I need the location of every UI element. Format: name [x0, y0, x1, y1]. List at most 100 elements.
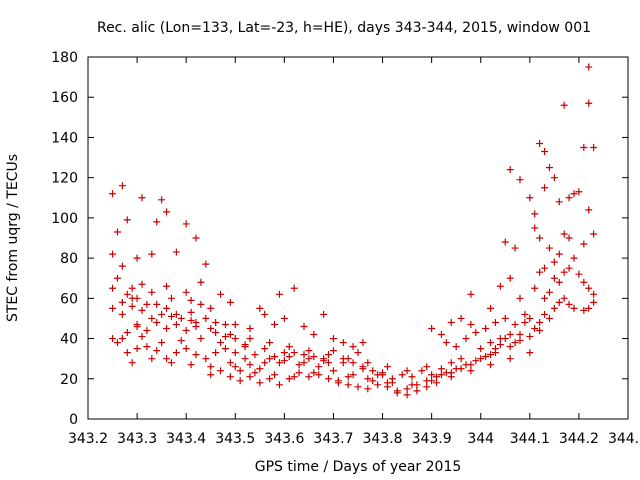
data-point [192, 351, 200, 359]
data-point [511, 320, 519, 328]
data-point [565, 194, 573, 202]
data-point [580, 278, 588, 286]
data-point [482, 353, 490, 361]
data-point [236, 377, 244, 385]
data-point [153, 318, 161, 326]
data-point [138, 333, 146, 341]
data-point [472, 357, 480, 365]
data-point [187, 296, 195, 304]
data-point [526, 333, 534, 341]
data-point [379, 369, 387, 377]
data-point [531, 224, 539, 232]
data-point [212, 329, 220, 337]
data-point [158, 310, 166, 318]
data-point [511, 244, 519, 252]
data-point [153, 347, 161, 355]
x-tick-label: 344.2 [559, 431, 599, 447]
data-point [221, 333, 229, 341]
data-point [271, 353, 279, 361]
data-point [113, 339, 121, 347]
data-point [536, 327, 544, 335]
y-tick-label: 120 [51, 171, 78, 187]
data-point [226, 359, 234, 367]
data-point [133, 345, 141, 353]
data-point [207, 363, 215, 371]
data-point [487, 339, 495, 347]
data-points [109, 63, 598, 399]
data-point [545, 244, 553, 252]
x-tick-label: 343.5 [215, 431, 255, 447]
data-point [143, 327, 151, 335]
data-point [457, 314, 465, 322]
data-point [501, 238, 509, 246]
data-point [403, 385, 411, 393]
data-point [271, 371, 279, 379]
data-point [241, 341, 249, 349]
data-point [300, 359, 308, 367]
data-point [109, 250, 117, 258]
data-point [285, 353, 293, 361]
data-point [506, 343, 514, 351]
data-point [349, 371, 357, 379]
data-point [560, 294, 568, 302]
data-point [531, 210, 539, 218]
data-point [408, 373, 416, 381]
data-point [118, 335, 126, 343]
data-point [433, 373, 441, 381]
data-point [344, 381, 352, 389]
data-point [261, 359, 269, 367]
data-point [472, 329, 480, 337]
data-point [516, 331, 524, 339]
data-point [167, 294, 175, 302]
data-point [256, 304, 264, 312]
data-point [339, 339, 347, 347]
data-point [197, 335, 205, 343]
data-point [290, 349, 298, 357]
data-point [182, 345, 190, 353]
data-point [550, 258, 558, 266]
data-point [364, 375, 372, 383]
data-point [580, 306, 588, 314]
data-point [359, 339, 367, 347]
data-point [329, 335, 337, 343]
data-point [369, 367, 377, 375]
data-point [329, 367, 337, 375]
data-point [236, 367, 244, 375]
x-tick-label: 344 [467, 431, 494, 447]
y-tick-label: 20 [60, 372, 78, 388]
data-point [467, 361, 475, 369]
data-point [315, 363, 323, 371]
data-point [128, 359, 136, 367]
data-point [408, 381, 416, 389]
data-point [536, 268, 544, 276]
data-point [349, 359, 357, 367]
data-point [320, 355, 328, 363]
data-point [266, 355, 274, 363]
data-point [202, 260, 210, 268]
data-point [467, 367, 475, 375]
y-tick-label: 140 [51, 130, 78, 146]
data-point [212, 349, 220, 357]
data-point [113, 274, 121, 282]
data-point [158, 339, 166, 347]
data-point [310, 369, 318, 377]
data-point [496, 341, 504, 349]
data-point [143, 300, 151, 308]
data-point [477, 345, 485, 353]
data-point [148, 250, 156, 258]
y-tick-label: 160 [51, 90, 78, 106]
data-point [398, 371, 406, 379]
x-axis: 343.2 343.3 343.4 343.5 343.6 343.7 343.8 343.9… [68, 57, 640, 447]
data-point [305, 355, 313, 363]
x-tick-label: 343.3 [117, 431, 157, 447]
data-point [280, 357, 288, 365]
data-point [177, 314, 185, 322]
data-point [541, 184, 549, 192]
data-point [354, 349, 362, 357]
data-point [550, 304, 558, 312]
x-tick-label: 343.2 [68, 431, 108, 447]
data-point [187, 308, 195, 316]
data-point [163, 282, 171, 290]
data-point [231, 320, 239, 328]
